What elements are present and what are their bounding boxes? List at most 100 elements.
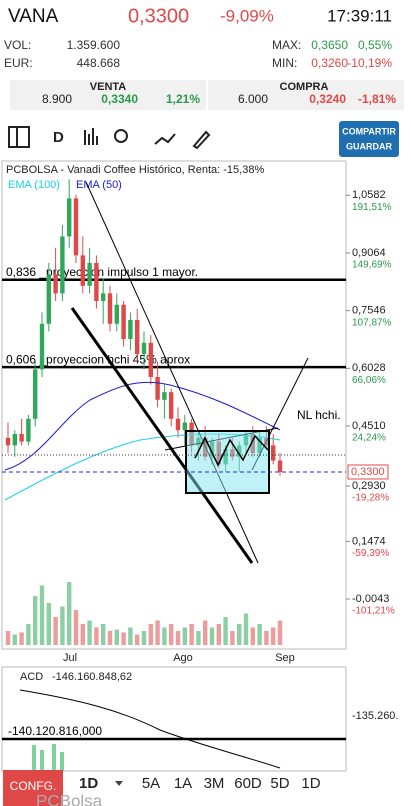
ema50-label: EMA (50) bbox=[76, 179, 122, 191]
max-pct: 0,55% bbox=[358, 38, 392, 52]
candle-body bbox=[277, 460, 283, 472]
volume-bar bbox=[67, 582, 72, 645]
price-tick-label: -0,0043 bbox=[352, 593, 389, 605]
config-button[interactable] bbox=[3, 770, 63, 806]
volume-bar bbox=[243, 613, 249, 645]
level-label: 0,606 _proyeccion hchi 45% aprox bbox=[6, 352, 190, 366]
volume-bar bbox=[203, 620, 208, 645]
candle-body bbox=[169, 392, 174, 419]
pct-tick-label: 24,24% bbox=[352, 433, 386, 444]
candle-body bbox=[128, 319, 133, 339]
volume-bar bbox=[230, 631, 235, 645]
sell-box bbox=[10, 80, 206, 110]
eur: 448.668 bbox=[77, 56, 121, 70]
period[interactable]: D bbox=[53, 129, 64, 146]
volume-bar bbox=[128, 627, 133, 645]
dropdown-arrow[interactable] bbox=[115, 781, 123, 786]
volume-bar bbox=[114, 629, 119, 645]
share-label[interactable]: COMPARTIR bbox=[342, 126, 396, 136]
draw-icon[interactable] bbox=[192, 130, 211, 150]
price-tick-label: 0,7546 bbox=[352, 305, 386, 317]
volume-bar bbox=[216, 624, 221, 645]
volume-bar bbox=[73, 610, 79, 645]
range-button[interactable]: 1D bbox=[301, 775, 320, 792]
candle-body bbox=[80, 255, 85, 286]
volume-bar bbox=[33, 596, 38, 645]
min-label: MIN: bbox=[272, 56, 297, 70]
pct-tick-label: 66,06% bbox=[352, 375, 386, 386]
chart-title: PCBOLSA - Vanadi Coffee Histórico, Renta… bbox=[6, 164, 264, 176]
sell-price: 0,3340 bbox=[101, 92, 138, 106]
settings-icon[interactable] bbox=[114, 129, 128, 143]
current-price-box bbox=[347, 464, 389, 480]
x-label: Jul bbox=[63, 652, 77, 664]
share-button[interactable] bbox=[339, 121, 399, 157]
sell-qty: 8.900 bbox=[42, 92, 72, 106]
volume-bar bbox=[53, 617, 58, 645]
trendline bbox=[70, 307, 254, 564]
buy-pct: -1,81% bbox=[358, 92, 396, 106]
volume-bar bbox=[46, 603, 51, 645]
chart-frame bbox=[1, 160, 347, 650]
range-button[interactable]: 5D bbox=[270, 775, 289, 792]
volume-bar bbox=[257, 624, 262, 645]
pct-tick-label: -19,28% bbox=[352, 493, 389, 504]
volume-bar bbox=[237, 624, 242, 645]
x-label: Ago bbox=[173, 652, 193, 664]
interval[interactable]: 1D bbox=[79, 775, 98, 792]
x-label: Sep bbox=[275, 652, 295, 664]
candle-icon[interactable] bbox=[84, 128, 98, 145]
candle-body bbox=[87, 262, 92, 286]
range-box bbox=[185, 430, 270, 494]
candle-body bbox=[46, 274, 51, 324]
trendline-thin bbox=[85, 181, 259, 564]
vol: 1.359.600 bbox=[67, 38, 121, 52]
save-label[interactable]: GUARDAR bbox=[346, 141, 392, 151]
buy-qty: 6.000 bbox=[238, 92, 268, 106]
current-price-label: 0,3300 bbox=[351, 466, 385, 478]
range-button[interactable]: 60D bbox=[234, 775, 262, 792]
pct-tick-label: -59,39% bbox=[352, 548, 389, 559]
indicator-name: ACD bbox=[20, 671, 43, 683]
candle-body bbox=[5, 437, 11, 446]
min-pct: -10,19% bbox=[347, 56, 392, 70]
pct-tick-label: -101,21% bbox=[352, 606, 395, 617]
time: 17:39:11 bbox=[327, 6, 392, 25]
price-tick-label: 0,6028 bbox=[352, 362, 386, 374]
candle-body bbox=[271, 445, 276, 461]
volume-bar bbox=[80, 624, 85, 645]
candle-body bbox=[155, 376, 160, 400]
sell-label: VENTA bbox=[90, 81, 127, 93]
buy-price: 0,3240 bbox=[309, 92, 346, 106]
candle-body bbox=[12, 433, 17, 446]
volume-bar bbox=[271, 627, 276, 645]
indicator-frame bbox=[1, 666, 347, 772]
price-tick-label: 0,2930 bbox=[352, 480, 386, 492]
volume-bar bbox=[39, 585, 45, 645]
panel-icon[interactable] bbox=[8, 126, 30, 148]
volume-bar bbox=[175, 631, 181, 645]
pct-tick-label: 149,69% bbox=[352, 260, 392, 271]
indicator-icon[interactable] bbox=[154, 133, 176, 145]
candle-body bbox=[175, 418, 181, 431]
range-button[interactable]: 1A bbox=[174, 775, 192, 792]
candle-body bbox=[60, 236, 65, 294]
range-button[interactable]: 3M bbox=[204, 775, 225, 792]
config-label[interactable]: CONFG. bbox=[10, 779, 57, 793]
range-button[interactable]: 5A bbox=[142, 775, 160, 792]
volume-bar bbox=[5, 631, 11, 645]
note: NL hchi. bbox=[297, 408, 341, 422]
indicator-line bbox=[19, 689, 281, 769]
symbol: VANA bbox=[8, 6, 59, 27]
level-label: 0,836 _proyeccion impulso 1 mayor. bbox=[6, 265, 198, 279]
candle-body bbox=[67, 198, 72, 237]
volume-bar bbox=[169, 624, 174, 645]
volume-bar bbox=[264, 631, 269, 645]
eur-label: EUR: bbox=[4, 56, 33, 70]
volume-bar bbox=[12, 634, 17, 645]
toolbar bbox=[8, 126, 211, 150]
volume-bar bbox=[223, 617, 228, 645]
max: 0,3650 bbox=[311, 38, 348, 52]
